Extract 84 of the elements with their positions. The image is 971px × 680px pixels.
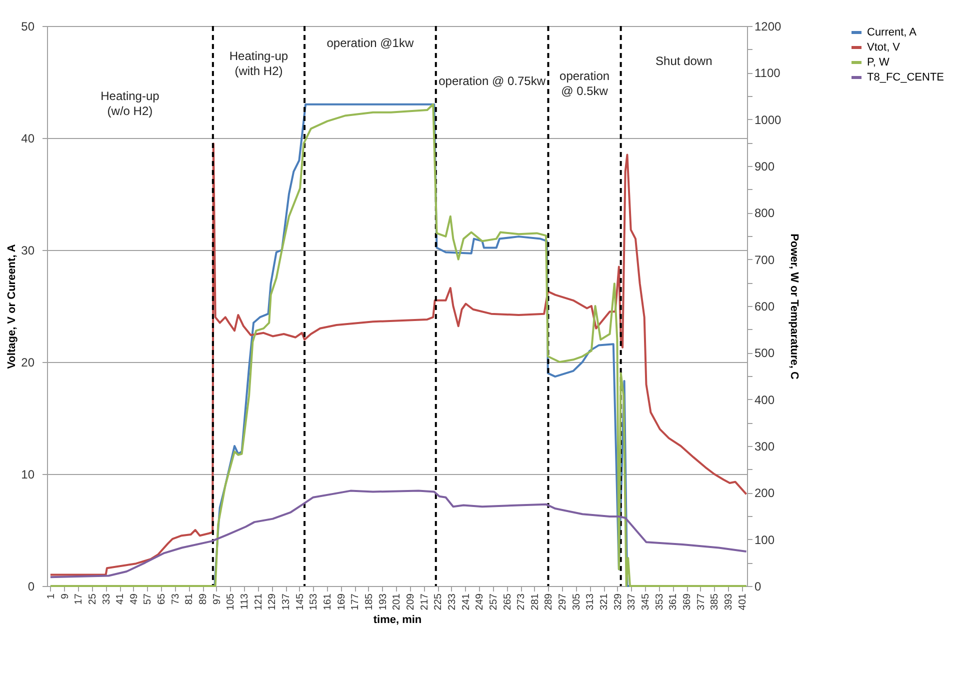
x-tick-label: 313: [585, 593, 596, 610]
x-tick-label: 137: [281, 593, 292, 610]
x-tick-label: 161: [322, 593, 334, 610]
x-tick-label: 257: [488, 593, 500, 610]
annotation: Heating-up (w/o H2): [100, 89, 160, 118]
x-tick-label: 377: [696, 593, 707, 610]
y2-tick-label: 600: [754, 300, 775, 314]
y-axis-title: Voltage, V or Cureent, A: [6, 244, 18, 369]
x-tick-label: 353: [654, 593, 666, 610]
y-tick-label: 10: [21, 468, 35, 482]
annotation: operation @ 0.75kw: [438, 74, 546, 88]
x-tick-label: 105: [226, 593, 237, 610]
x-tick-label: 73: [170, 593, 182, 605]
legend-label: P, W: [867, 56, 890, 68]
y2-tick-label: 900: [754, 160, 775, 174]
x-tick-label: 9: [60, 593, 71, 600]
x-tick-label: 185: [364, 593, 375, 610]
x-tick-label: 201: [392, 593, 403, 610]
x-tick-label: 241: [460, 593, 472, 610]
y2-tick-label: 1100: [754, 66, 781, 80]
x-tick-label: 129: [267, 593, 278, 610]
legend-label: T8_FC_CENTE: [867, 72, 944, 84]
x-tick-label: 345: [640, 593, 652, 610]
x-tick-label: 33: [101, 593, 112, 605]
x-tick-label: 169: [336, 593, 348, 610]
y2-tick-label: 800: [754, 206, 775, 220]
y-tick-label: 40: [21, 132, 35, 146]
annotation: operation @ 0.5kw: [560, 69, 610, 98]
x-tick-label: 401: [737, 593, 748, 610]
x-tick-label: 121: [253, 593, 264, 610]
annotation: Heating-up (with H2): [229, 49, 288, 78]
x-tick-label: 225: [433, 593, 444, 610]
x-tick-label: 369: [682, 593, 694, 610]
y2-tick-label: 100: [754, 532, 775, 547]
y-tick-label: 30: [21, 244, 35, 258]
annotation: operation @1kw: [326, 36, 414, 50]
x-tick-label: 49: [128, 593, 140, 605]
y2-tick-label: 700: [754, 252, 775, 267]
x-tick-label: 329: [612, 593, 624, 610]
y-tick-label: 20: [21, 356, 35, 370]
line-series: [49, 490, 748, 578]
x-tick-label: 305: [571, 593, 582, 610]
annotation: Shut down: [656, 54, 712, 68]
x-tick-label: 97: [212, 593, 223, 605]
x-tick-label: 113: [240, 593, 251, 610]
legend-label: Vtot, V: [867, 42, 901, 54]
x-axis-title: time, min: [373, 614, 422, 626]
x-tick-label: 25: [87, 593, 98, 605]
x-tick-label: 321: [599, 593, 610, 610]
x-tick-label: 361: [668, 593, 680, 610]
x-tick-label: 89: [198, 593, 210, 605]
x-tick-label: 145: [294, 593, 306, 610]
x-tick-label: 289: [544, 593, 555, 610]
y-tick-label: 50: [21, 20, 35, 34]
x-tick-label: 281: [530, 593, 541, 610]
x-tick-label: 393: [723, 593, 734, 610]
y2-tick-label: 500: [754, 346, 775, 360]
y2-tick-label: 200: [754, 486, 775, 500]
x-tick-label: 209: [405, 593, 416, 610]
x-tick-label: 265: [502, 593, 514, 610]
x-tick-label: 337: [626, 593, 638, 610]
x-tick-label: 193: [378, 593, 389, 610]
y2-tick-label: 1000: [754, 112, 782, 127]
x-tick-label: 273: [516, 593, 528, 610]
x-tick-label: 177: [350, 593, 362, 610]
x-tick-label: 17: [74, 593, 85, 605]
x-tick-label: 81: [184, 593, 196, 605]
x-tick-label: 41: [115, 593, 126, 605]
x-tick-label: 57: [142, 593, 154, 605]
x-tick-label: 217: [419, 593, 430, 610]
y-tick-label: 0: [28, 580, 35, 594]
y2-tick-label: 0: [754, 580, 762, 594]
x-tick-label: 1: [46, 593, 57, 600]
x-tick-label: 249: [474, 593, 486, 610]
x-tick-label: 65: [156, 593, 168, 605]
x-tick-label: 385: [710, 593, 721, 610]
y2-axis-title: Power, W or Temparature, C: [788, 234, 800, 380]
y2-tick-label: 400: [754, 392, 775, 407]
y2-tick-label: 1200: [754, 20, 782, 34]
x-tick-label: 153: [308, 593, 320, 610]
y2-tick-label: 300: [754, 440, 775, 454]
legend-label: Current, A: [867, 26, 918, 38]
x-tick-label: 297: [558, 593, 569, 610]
x-tick-label: 233: [446, 593, 458, 610]
